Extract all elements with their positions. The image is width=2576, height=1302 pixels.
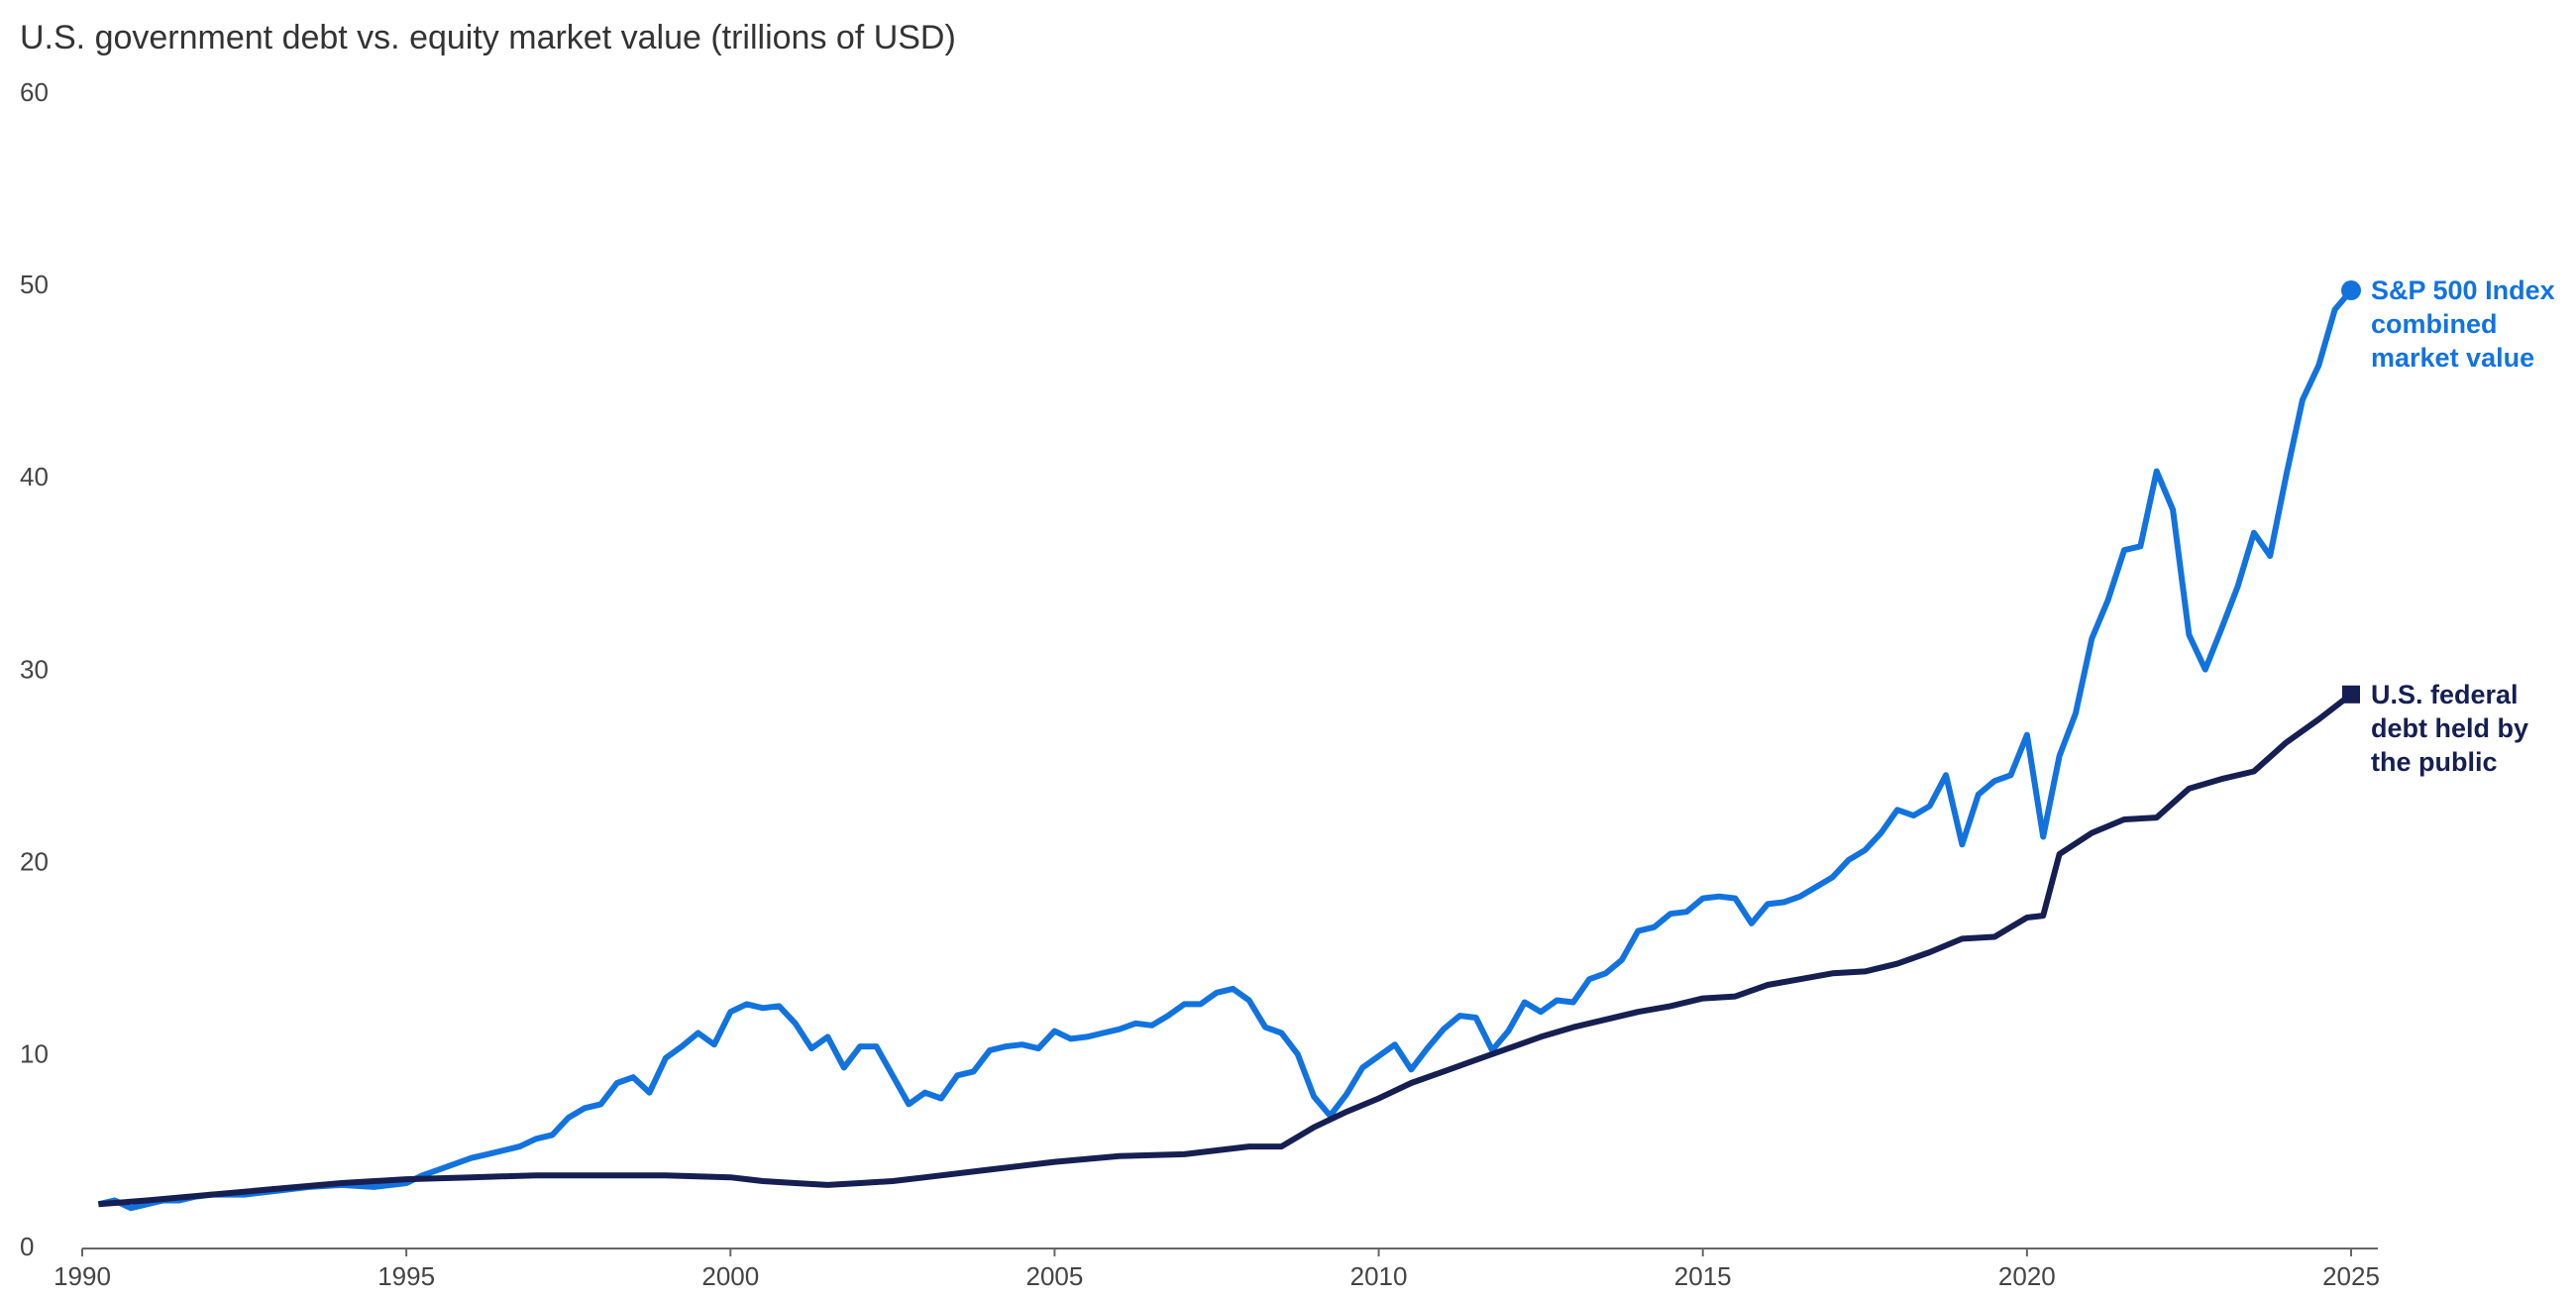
series-label: S&P 500 Index combined market value [2371, 275, 2555, 374]
x-tick-label: 2025 [2322, 1261, 2380, 1291]
y-tick-label: 60 [20, 77, 49, 107]
x-tick-label: 2005 [1026, 1261, 1084, 1291]
x-tick-label: 2015 [1674, 1261, 1732, 1291]
series-line [97, 288, 2354, 1212]
y-tick-label: 10 [20, 1039, 49, 1069]
x-tick-label: 1990 [54, 1261, 111, 1291]
series-line [98, 692, 2353, 1208]
y-tick-label: 40 [20, 462, 49, 491]
y-tick-label: 0 [20, 1232, 34, 1261]
x-tick-label: 1995 [377, 1261, 435, 1291]
x-tick-label: 2000 [701, 1261, 759, 1291]
chart-title: U.S. government debt vs. equity market v… [20, 19, 956, 56]
x-tick-label: 2010 [1350, 1261, 1408, 1291]
series-label: U.S. federal debt held by the public [2371, 679, 2529, 777]
x-tick-label: 2020 [1998, 1261, 2056, 1291]
end-marker [2341, 280, 2361, 301]
y-tick-label: 20 [20, 847, 49, 877]
y-tick-label: 50 [20, 270, 49, 299]
y-tick-label: 30 [20, 654, 49, 684]
end-marker [2342, 685, 2360, 704]
